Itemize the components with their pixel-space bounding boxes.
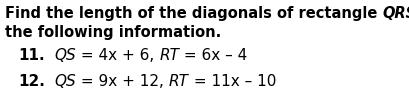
Text: QS: QS (55, 74, 76, 89)
Text: QS: QS (54, 48, 76, 63)
Text: = 11x – 10: = 11x – 10 (189, 74, 276, 89)
Text: QRST: QRST (382, 6, 409, 21)
Text: Find the length of the diagonals of rectangle: Find the length of the diagonals of rect… (5, 6, 382, 21)
Text: = 4x + 6,: = 4x + 6, (76, 48, 159, 63)
Text: RT: RT (159, 48, 179, 63)
Text: 11.: 11. (18, 48, 45, 63)
Text: the following information.: the following information. (5, 25, 221, 40)
Text: = 6x – 4: = 6x – 4 (179, 48, 247, 63)
Text: RT: RT (169, 74, 189, 89)
Text: 12.: 12. (18, 74, 45, 89)
Text: = 9x + 12,: = 9x + 12, (76, 74, 169, 89)
